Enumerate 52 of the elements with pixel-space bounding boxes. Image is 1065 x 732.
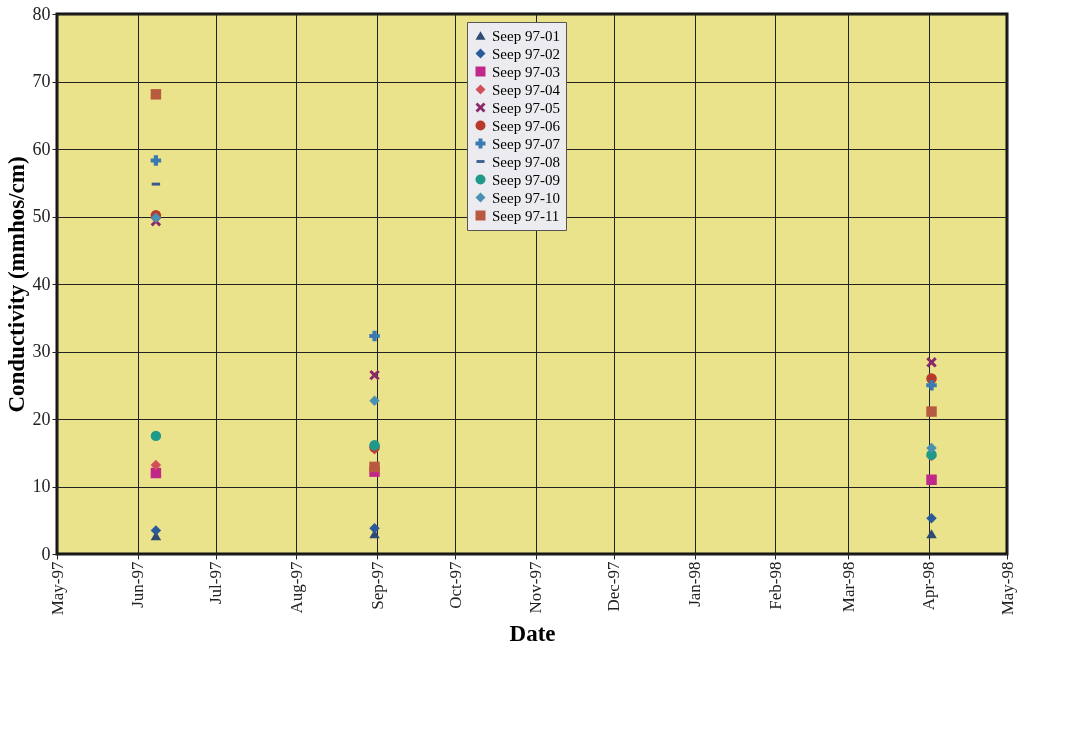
point xyxy=(369,523,380,534)
point xyxy=(150,89,162,100)
point xyxy=(369,461,380,473)
x-tick-label: Oct-97 xyxy=(445,561,465,609)
x-tick-label: Jun-97 xyxy=(128,561,148,608)
legend-label: Seep 97-08 xyxy=(492,153,560,170)
point xyxy=(150,430,162,442)
legend-label: Seep 97-10 xyxy=(492,189,560,206)
legend-label: Seep 97-11 xyxy=(492,207,560,224)
legend-label: Seep 97-09 xyxy=(492,171,560,188)
x-tick-label: Jan-98 xyxy=(685,561,705,607)
y-tick-label: 10 xyxy=(32,476,51,496)
x-axis-title: Date xyxy=(509,621,556,647)
y-tick-label: 30 xyxy=(32,341,51,361)
point xyxy=(926,512,937,524)
x-tick-label: May-97 xyxy=(47,561,67,616)
point xyxy=(150,459,162,471)
x-tick-label: Nov-97 xyxy=(526,561,546,614)
y-tick-label: 60 xyxy=(32,138,51,159)
x-tick-label: Sep-97 xyxy=(367,561,387,610)
point xyxy=(926,380,937,391)
x-tick-label: Apr-98 xyxy=(919,561,939,611)
legend-label: Seep 97-06 xyxy=(492,117,561,134)
point xyxy=(926,474,937,485)
point xyxy=(926,357,937,368)
x-tick-label: Aug-97 xyxy=(286,561,306,614)
point xyxy=(150,155,162,166)
y-tick-label: 80 xyxy=(32,3,51,24)
point xyxy=(926,529,937,539)
legend-label: Seep 97-04 xyxy=(492,81,561,98)
point xyxy=(369,395,380,407)
point xyxy=(926,442,937,454)
legend-label: Seep 97-07 xyxy=(492,135,561,152)
legend-label: Seep 97-05 xyxy=(492,99,560,116)
x-tick-label: Jul-97 xyxy=(206,561,226,604)
y-tick-label: 50 xyxy=(32,206,51,226)
point xyxy=(369,330,380,342)
y-tick-label: 70 xyxy=(32,71,51,91)
y-tick-label: 0 xyxy=(41,543,51,564)
x-tick-label: Feb-98 xyxy=(765,561,785,610)
y-tick-label: 20 xyxy=(32,408,51,429)
x-tick-label: Dec-97 xyxy=(604,561,624,612)
point xyxy=(926,406,937,417)
point xyxy=(150,525,162,536)
legend-label: Seep 97-02 xyxy=(492,45,560,62)
x-tick-label: Mar-98 xyxy=(838,561,858,613)
legend-label: Seep 97-01 xyxy=(492,27,560,44)
point xyxy=(369,369,380,381)
y-tick-label: 40 xyxy=(32,273,51,294)
legend-label: Seep 97-03 xyxy=(492,63,560,80)
x-tick-label: May-98 xyxy=(997,561,1017,616)
y-axis-title: Conductivity (mmhos/cm) xyxy=(3,156,29,413)
